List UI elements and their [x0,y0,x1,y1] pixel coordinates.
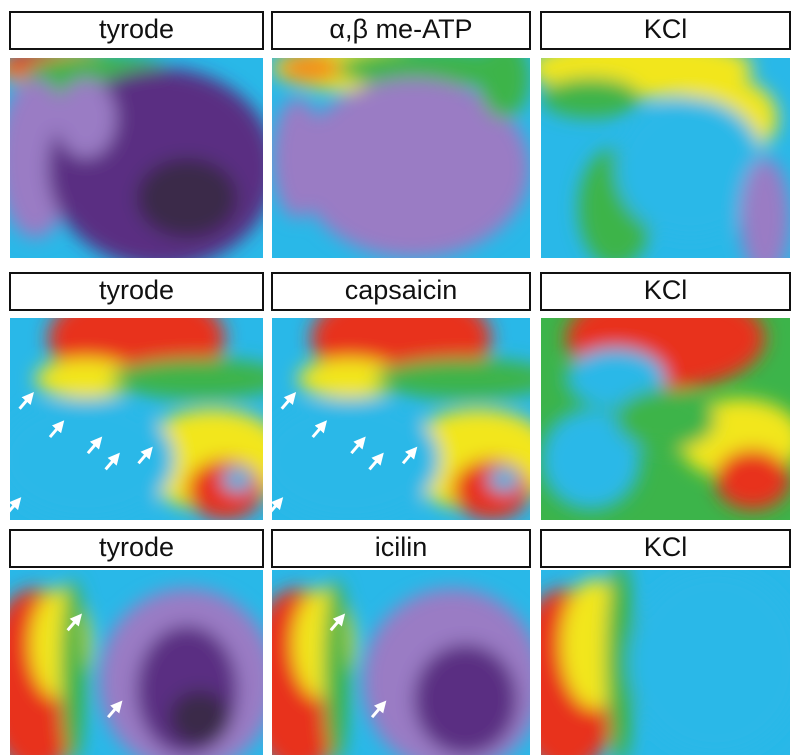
panel: capsaicin [259,273,556,520]
figure: tyrode α,β me-ATP KCl tyrode capsaicin KCl tyr… [0,0,792,755]
panel: α,β me-ATP [272,12,530,258]
calcium-image [259,288,556,520]
blob [541,78,641,118]
panel-label: tyrode [99,14,174,44]
blob [56,78,117,158]
calcium-image [529,38,790,278]
panel: tyrode [0,273,288,520]
blobs [0,579,276,755]
blob [111,358,288,398]
blob [740,158,790,278]
blob [259,399,440,520]
blob [616,389,716,450]
panel-label: KCl [644,275,688,305]
calcium-image [0,288,288,520]
blob [715,449,790,510]
blob [272,98,324,218]
blob [223,467,253,491]
blob [280,54,342,82]
blob [137,158,238,238]
calcium-image [0,570,276,755]
panel-label: icilin [375,532,428,562]
panel-label: tyrode [99,532,174,562]
blob [0,399,174,520]
blob [414,644,517,755]
blob [453,459,530,520]
panel: KCl [511,530,792,755]
panel-label: KCl [644,532,688,562]
blob [187,459,263,520]
panel-label: capsaicin [345,275,458,305]
calcium-image [0,48,276,268]
calcium-image [541,288,792,520]
panel-label: tyrode [99,275,174,305]
panel: tyrode [0,530,276,755]
calcium-image [272,38,530,258]
calcium-image [511,561,792,755]
blob [489,467,520,491]
panel: KCl [541,273,792,520]
blob [375,358,556,398]
panel: KCl [529,12,790,278]
calcium-image [246,570,543,755]
panel: icilin [246,530,543,755]
panel-label: α,β me-ATP [329,14,472,44]
blob [169,690,230,746]
panel-label: KCl [644,14,688,44]
panel: tyrode [0,12,276,268]
